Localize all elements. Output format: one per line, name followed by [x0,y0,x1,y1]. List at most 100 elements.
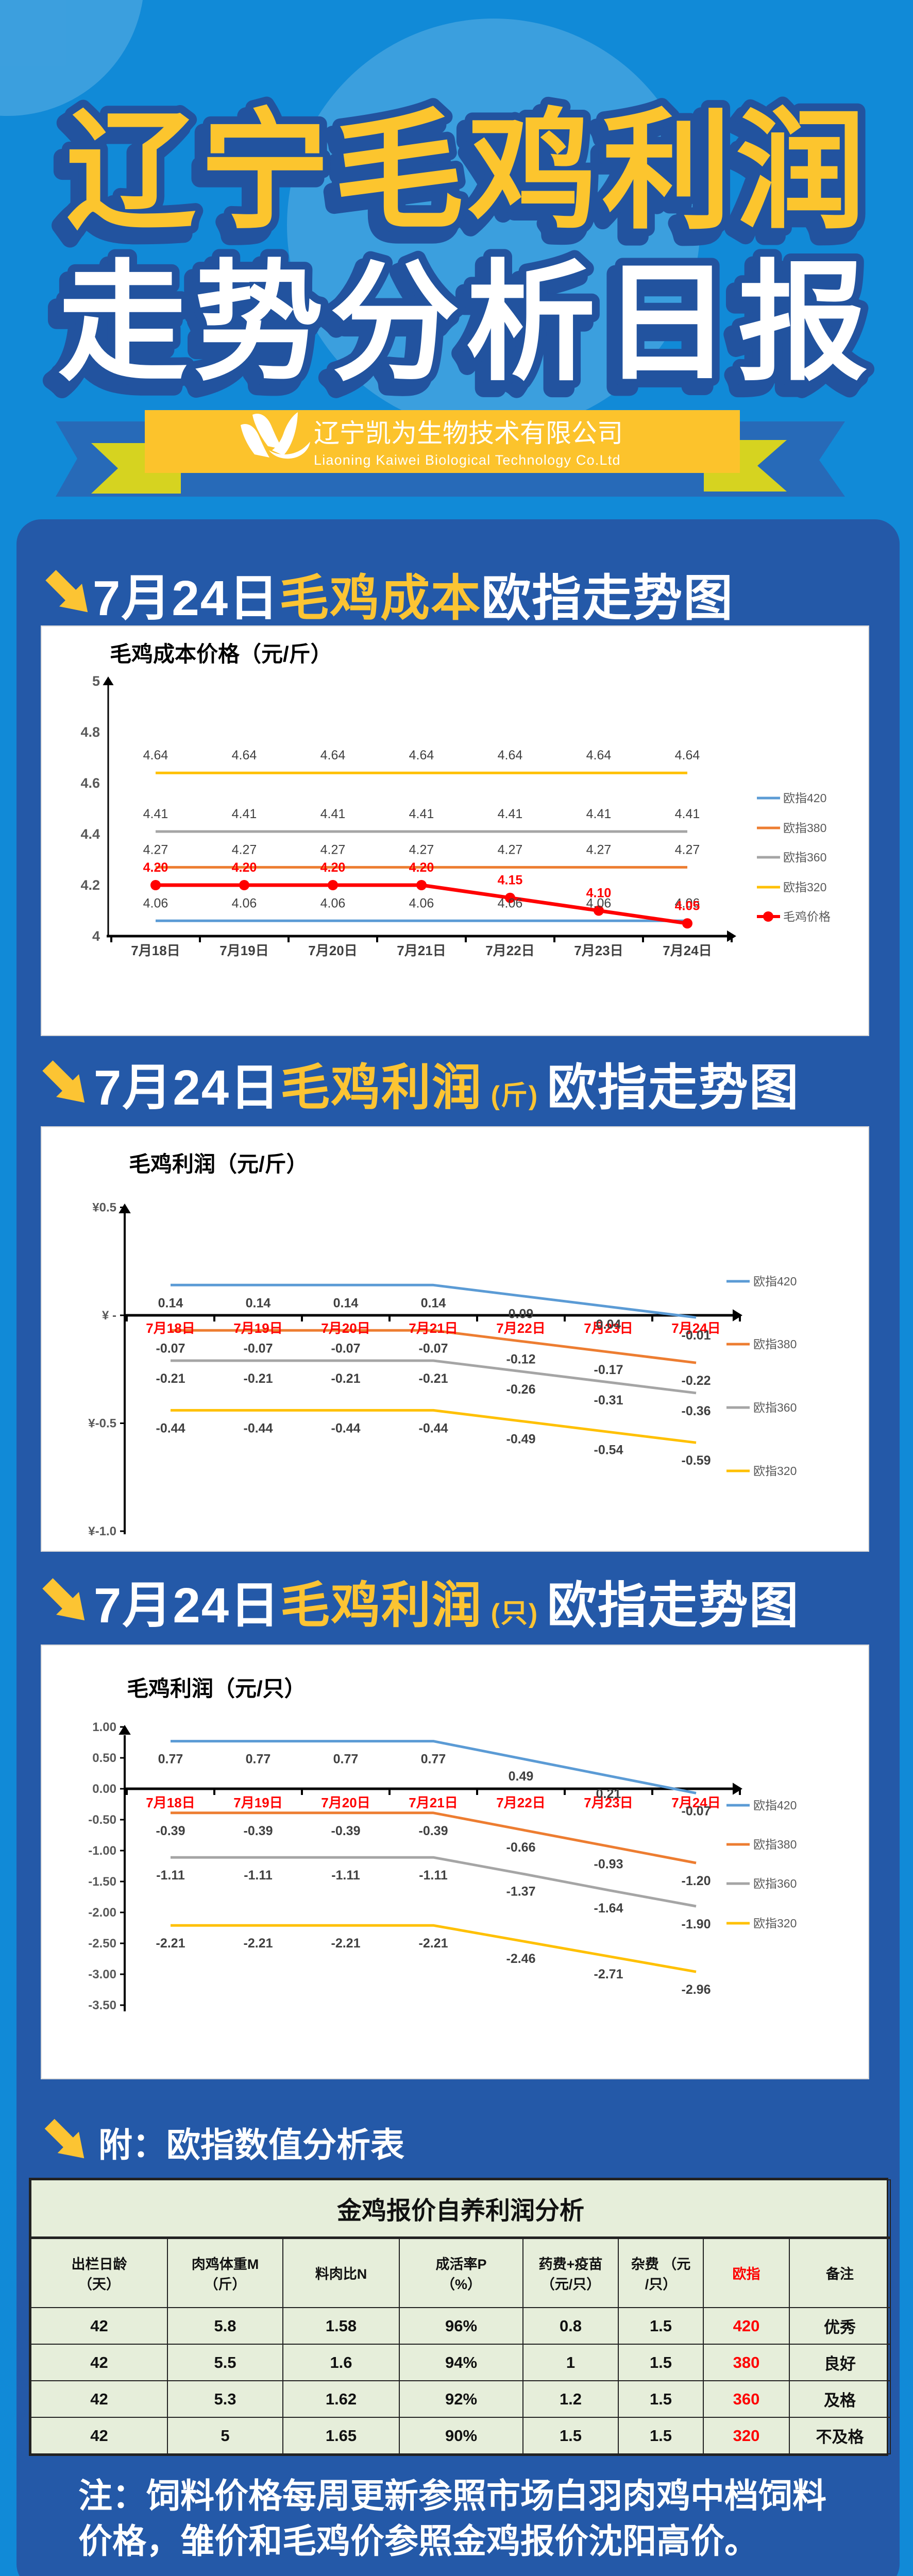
svg-text:4.6: 4.6 [80,775,100,791]
svg-text:4.41: 4.41 [586,807,612,821]
svg-text:-2.21: -2.21 [244,1936,273,1951]
svg-text:4.4: 4.4 [80,826,100,842]
svg-text:4.41: 4.41 [320,807,346,821]
svg-text:0.00: 0.00 [92,1782,116,1796]
svg-text:-1.20: -1.20 [682,1874,711,1888]
svg-text:0.14: 0.14 [246,1296,271,1310]
svg-text:-1.64: -1.64 [594,1901,623,1916]
svg-text:1.00: 1.00 [92,1720,116,1734]
svg-text:0.14: 0.14 [333,1296,359,1310]
svg-text:-0.93: -0.93 [594,1857,623,1872]
svg-text:7月20日: 7月20日 [308,943,357,958]
svg-text:-0.31: -0.31 [594,1393,623,1408]
svg-text:-0.07: -0.07 [244,1341,273,1355]
svg-text:欧指420: 欧指420 [753,1799,797,1812]
svg-text:-0.36: -0.36 [682,1404,711,1418]
svg-text:-2.21: -2.21 [419,1936,448,1951]
svg-text:4.41: 4.41 [675,807,700,821]
svg-text:-0.39: -0.39 [244,1824,273,1838]
svg-text:¥ -: ¥ - [102,1309,116,1323]
svg-text:走势分析日报: 走势分析日报 [58,251,874,396]
svg-text:Liaoning Kaiwei Biological Tec: Liaoning Kaiwei Biological Technology Co… [314,452,621,468]
svg-text:0.14: 0.14 [421,1296,446,1310]
svg-text:4.41: 4.41 [143,807,168,821]
svg-text:-2.21: -2.21 [331,1936,361,1951]
svg-text:-0.01: -0.01 [682,1328,711,1343]
svg-text:4.06: 4.06 [143,896,168,910]
svg-text:辽宁毛鸡利润: 辽宁毛鸡利润 [66,99,870,244]
svg-text:-0.26: -0.26 [506,1382,536,1397]
svg-text:毛鸡利润（元/斤）: 毛鸡利润（元/斤） [129,1152,308,1176]
svg-text:7月21日: 7月21日 [409,1320,458,1336]
svg-text:4.06: 4.06 [675,896,700,910]
svg-text:7月22日: 7月22日 [496,1795,545,1810]
svg-text:7月19日: 7月19日 [219,943,268,958]
svg-text:-0.44: -0.44 [244,1421,273,1435]
svg-text:4: 4 [92,928,100,944]
svg-text:-0.21: -0.21 [331,1371,361,1386]
svg-text:7月19日: 7月19日 [233,1320,282,1336]
svg-text:4.64: 4.64 [498,748,523,762]
svg-text:4.64: 4.64 [143,748,168,762]
svg-text:-0.07: -0.07 [419,1341,448,1355]
svg-text:7月20日: 7月20日 [321,1795,370,1810]
svg-text:-0.66: -0.66 [506,1840,536,1855]
svg-text:7月19日: 7月19日 [233,1795,282,1810]
svg-text:辽宁毛鸡利润: 辽宁毛鸡利润 [59,108,863,252]
svg-text:7月24日: 7月24日 [663,943,712,958]
svg-text:-2.96: -2.96 [682,1982,711,1997]
svg-text:4.27: 4.27 [586,842,612,857]
svg-text:欧指360: 欧指360 [753,1877,797,1890]
svg-text:-0.49: -0.49 [506,1432,536,1446]
svg-text:-1.11: -1.11 [419,1868,448,1883]
svg-text:4.2: 4.2 [80,877,100,893]
svg-text:-0.39: -0.39 [419,1824,448,1838]
svg-text:-0.50: -0.50 [88,1813,116,1827]
svg-text:欧指380: 欧指380 [783,821,826,835]
svg-text:4.27: 4.27 [320,842,346,857]
svg-text:-2.00: -2.00 [88,1906,116,1920]
svg-text:0.49: 0.49 [509,1769,534,1784]
svg-text:4.64: 4.64 [409,748,434,762]
svg-text:7月21日: 7月21日 [397,943,446,958]
svg-text:¥-0.5: ¥-0.5 [88,1417,116,1431]
svg-text:欧指320: 欧指320 [753,1917,797,1930]
svg-text:0.77: 0.77 [246,1752,271,1767]
svg-text:-0.44: -0.44 [156,1421,185,1435]
svg-text:-0.22: -0.22 [682,1374,711,1388]
svg-text:4.10: 4.10 [586,886,612,901]
svg-text:-0.07: -0.07 [156,1341,185,1355]
svg-text:4.20: 4.20 [232,860,257,875]
svg-text:-0.07: -0.07 [331,1341,361,1355]
svg-text:4.27: 4.27 [498,842,523,857]
svg-text:4.20: 4.20 [409,860,434,875]
svg-text:4.06: 4.06 [320,896,346,910]
svg-text:4.27: 4.27 [675,842,700,857]
svg-text:7月18日: 7月18日 [146,1320,195,1336]
svg-text:-0.21: -0.21 [156,1371,185,1386]
svg-text:4.20: 4.20 [143,860,168,875]
svg-text:欧指360: 欧指360 [753,1401,797,1414]
svg-text:4.06: 4.06 [232,896,257,910]
svg-text:0.77: 0.77 [158,1752,183,1767]
svg-text:0.14: 0.14 [158,1296,183,1310]
svg-text:-0.07: -0.07 [682,1804,711,1818]
svg-text:7月24日: 7月24日 [671,1795,720,1810]
svg-text:7月23日: 7月23日 [584,1795,633,1810]
svg-text:欧指420: 欧指420 [753,1275,797,1288]
svg-text:4.20: 4.20 [320,860,346,875]
svg-text:-0.17: -0.17 [594,1363,623,1377]
svg-text:-0.44: -0.44 [419,1421,448,1435]
svg-text:7月20日: 7月20日 [321,1320,370,1336]
svg-text:4.41: 4.41 [498,807,523,821]
svg-text:-0.21: -0.21 [244,1371,273,1386]
svg-text:-2.46: -2.46 [506,1952,536,1966]
svg-text:4.27: 4.27 [143,842,168,857]
svg-text:7月18日: 7月18日 [146,1795,195,1810]
svg-text:-1.11: -1.11 [244,1868,273,1883]
svg-text:0.77: 0.77 [421,1752,446,1767]
svg-text:7月22日: 7月22日 [485,943,534,958]
svg-text:4.64: 4.64 [320,748,346,762]
svg-text:辽宁凯为生物技术有限公司: 辽宁凯为生物技术有限公司 [314,419,623,448]
svg-text:-1.11: -1.11 [331,1868,360,1883]
